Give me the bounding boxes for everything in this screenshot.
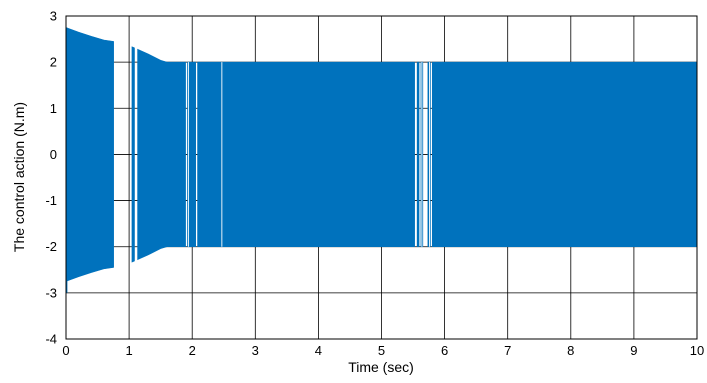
x-tick-label: 2 (189, 343, 196, 358)
x-tick-label: 8 (567, 343, 574, 358)
series-oscillation-band (65, 27, 698, 282)
y-tick-label: 3 (50, 9, 57, 24)
x-tick-label: 1 (125, 343, 132, 358)
y-tick-label: 1 (50, 101, 57, 116)
x-tick-label: 0 (62, 343, 69, 358)
x-tick-label: 7 (504, 343, 511, 358)
y-tick-labels: -4 -3 -2 -1 0 1 2 3 (45, 9, 57, 347)
y-axis-title: The control action (N.m) (11, 102, 27, 252)
y-tick-label: -1 (45, 193, 57, 208)
x-axis-title: Time (sec) (348, 359, 414, 375)
y-tick-label: 0 (50, 147, 57, 162)
y-tick-label: -3 (45, 285, 57, 300)
x-tick-labels: 0 1 2 3 4 5 6 7 8 9 10 (62, 343, 704, 358)
x-tick-label: 4 (315, 343, 322, 358)
y-tick-label: -2 (45, 239, 57, 254)
plot-frame (65, 15, 698, 340)
y-tick-label: 2 (50, 55, 57, 70)
x-tick-label: 5 (378, 343, 385, 358)
x-tick-label: 9 (630, 343, 637, 358)
x-tick-label: 10 (690, 343, 704, 358)
y-tick-label: -4 (45, 332, 57, 347)
x-tick-label: 3 (252, 343, 259, 358)
x-tick-label: 6 (441, 343, 448, 358)
